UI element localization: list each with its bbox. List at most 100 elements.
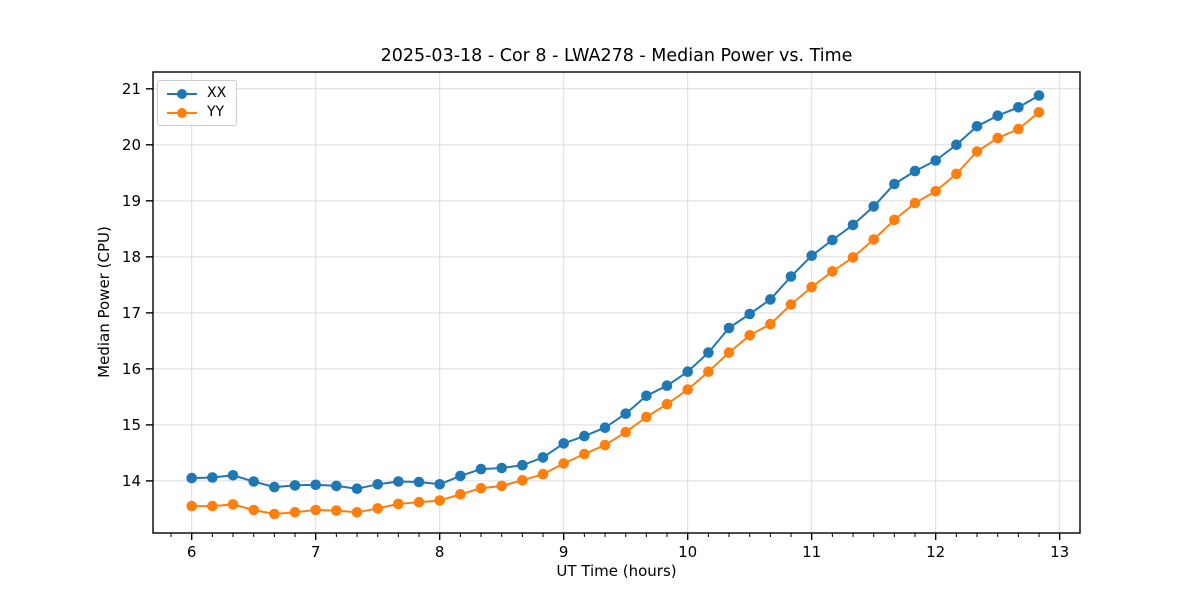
data-point-xx — [703, 347, 714, 358]
data-point-xx — [579, 430, 590, 442]
data-point-yy — [537, 468, 549, 480]
data-point-yy — [248, 504, 259, 516]
data-point-yy — [806, 281, 817, 293]
data-point-yy — [889, 214, 900, 226]
data-point-yy — [310, 504, 322, 516]
data-point-yy — [682, 384, 693, 395]
data-point-xx — [310, 479, 322, 491]
data-point-xx — [889, 178, 900, 190]
data-point-yy — [351, 507, 363, 518]
data-point-xx — [682, 366, 693, 378]
data-point-xx — [661, 380, 673, 392]
legend-entry: XX — [165, 85, 226, 102]
data-point-yy — [785, 299, 797, 310]
legend-label: YY — [207, 104, 225, 120]
data-point-xx — [413, 476, 425, 488]
data-point-yy — [827, 266, 838, 277]
y-tick-label: 15 — [122, 416, 141, 434]
x-tick-label: 9 — [559, 543, 569, 561]
data-point-xx — [186, 472, 197, 484]
data-point-yy — [765, 318, 776, 330]
data-point-yy — [909, 197, 921, 209]
y-tick-label: 17 — [122, 304, 141, 322]
x-tick-label: 13 — [1050, 543, 1069, 561]
data-point-xx — [496, 462, 508, 474]
data-point-xx — [227, 470, 239, 481]
data-point-xx — [455, 470, 466, 482]
data-point-yy — [847, 252, 859, 263]
y-tick-label: 20 — [122, 136, 141, 154]
legend-line-marker-icon — [167, 107, 197, 118]
chart-title: 2025-03-18 - Cor 8 - LWA278 - Median Pow… — [380, 46, 853, 66]
data-point-xx — [744, 308, 755, 320]
legend-label: XX — [207, 85, 227, 101]
data-point-xx — [269, 481, 280, 493]
data-point-xx — [1013, 102, 1024, 113]
y-tick-label: 19 — [122, 192, 141, 210]
data-point-yy — [661, 398, 673, 410]
data-point-yy — [372, 503, 384, 514]
data-point-xx — [207, 472, 218, 483]
data-point-xx — [827, 234, 838, 246]
data-point-xx — [641, 390, 652, 402]
data-point-xx — [868, 201, 879, 212]
data-point-xx — [765, 294, 776, 305]
data-point-yy — [517, 475, 528, 486]
series-line-xx — [191, 94, 1040, 490]
data-point-yy — [227, 499, 239, 510]
data-point-yy — [723, 347, 735, 358]
x-axis-label: UT Time (hours) — [556, 562, 677, 580]
data-point-yy — [1013, 123, 1024, 135]
legend-line-marker-icon — [167, 88, 197, 99]
data-point-yy — [558, 458, 569, 469]
x-tick-label: 6 — [187, 543, 197, 561]
x-tick-label: 7 — [311, 543, 321, 561]
data-point-yy — [434, 495, 446, 506]
data-point-yy — [992, 132, 1003, 144]
x-tick-label: 11 — [802, 543, 821, 561]
legend-entry: YY — [165, 104, 226, 121]
data-point-yy — [393, 498, 404, 510]
data-point-xx — [331, 480, 342, 492]
data-point-yy — [207, 500, 218, 512]
legend: XX YY — [157, 80, 238, 126]
y-tick-label: 16 — [122, 360, 141, 378]
data-point-yy — [579, 448, 590, 460]
data-point-yy — [186, 500, 197, 512]
data-point-xx — [475, 463, 487, 475]
data-point-yy — [1033, 107, 1045, 118]
data-point-yy — [930, 186, 941, 197]
y-tick-label: 14 — [122, 472, 141, 490]
data-point-yy — [641, 411, 652, 423]
data-point-xx — [289, 480, 301, 491]
data-point-xx — [599, 422, 611, 434]
data-point-xx — [992, 110, 1003, 121]
data-point-yy — [599, 439, 611, 451]
x-tick-label: 12 — [926, 543, 945, 561]
data-point-xx — [248, 476, 259, 487]
data-point-yy — [455, 489, 466, 500]
data-point-yy — [289, 507, 301, 518]
y-tick-label: 21 — [122, 80, 141, 98]
plot-border — [152, 71, 1081, 534]
data-point-yy — [496, 480, 508, 492]
data-point-xx — [909, 165, 921, 177]
data-point-xx — [372, 479, 384, 490]
data-point-xx — [537, 452, 549, 463]
data-point-xx — [1033, 90, 1045, 101]
data-point-xx — [971, 121, 983, 132]
data-point-yy — [475, 482, 487, 494]
x-tick-label: 8 — [435, 543, 445, 561]
data-point-yy — [413, 496, 425, 508]
data-point-xx — [847, 219, 859, 231]
data-point-xx — [951, 139, 962, 151]
data-point-yy — [868, 234, 879, 245]
y-axis-label: Median Power (CPU) — [95, 226, 113, 378]
data-point-xx — [930, 155, 941, 166]
data-point-xx — [723, 322, 735, 334]
data-point-xx — [517, 459, 528, 471]
x-tick-label: 10 — [678, 543, 697, 561]
data-point-yy — [971, 146, 983, 157]
